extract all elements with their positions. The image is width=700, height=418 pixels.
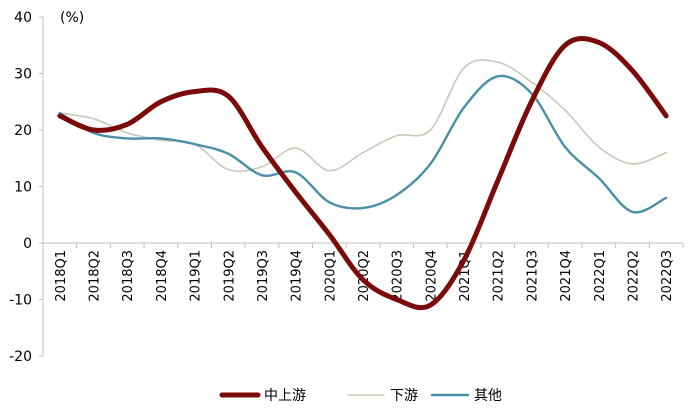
y-tick-label: 10 — [14, 180, 32, 196]
legend-label: 下游 — [390, 388, 418, 404]
x-tick-label: 2019Q1 — [189, 250, 204, 302]
x-tick-label: 2021Q3 — [525, 250, 540, 302]
legend-label: 中上游 — [264, 388, 306, 404]
y-tick-label: -10 — [9, 293, 32, 309]
x-tick-label: 2018Q2 — [88, 250, 103, 302]
x-tick-label: 2019Q4 — [290, 250, 305, 302]
x-tick-label: 2022Q2 — [626, 250, 641, 302]
x-tick-label: 2020Q1 — [323, 250, 338, 302]
series-line-3 — [58, 74, 668, 214]
x-tick-label: 2018Q3 — [121, 250, 136, 302]
x-tick-label: 2021Q2 — [492, 250, 507, 302]
y-tick-label: 40 — [14, 10, 32, 26]
series-line-2 — [59, 59, 667, 173]
y-tick-label: 0 — [23, 236, 32, 252]
x-tick-label: 2018Q4 — [155, 250, 170, 302]
legend: 中上游 下游 其他 — [219, 388, 502, 404]
y-tick-label: 20 — [14, 123, 32, 139]
series-lines — [57, 36, 669, 311]
x-tick-label: 2019Q2 — [222, 250, 237, 302]
legend-label: 其他 — [474, 388, 502, 404]
x-axis: 2018Q1 2018Q2 2018Q3 2018Q4 2019Q1 2019Q2 2019… — [42, 242, 684, 302]
x-tick-label: 2020Q2 — [357, 250, 372, 302]
y-tick-label: 30 — [14, 67, 32, 83]
series-line-1 — [57, 36, 669, 311]
x-tick-label: 2022Q1 — [593, 250, 608, 302]
y-axis: 40 30 20 10 0 -10 -20 — [9, 10, 44, 365]
y-axis-unit-label: (%) — [60, 10, 84, 26]
x-tick-label: 2018Q1 — [54, 250, 69, 302]
x-tick-label: 2021Q4 — [559, 250, 574, 302]
y-tick-label: -20 — [9, 349, 32, 365]
x-tick-label: 2022Q3 — [660, 250, 675, 302]
x-tick-label: 2019Q3 — [256, 250, 271, 302]
x-tick-label: 2020Q4 — [424, 250, 439, 302]
x-tick-label: 2020Q3 — [391, 250, 406, 302]
